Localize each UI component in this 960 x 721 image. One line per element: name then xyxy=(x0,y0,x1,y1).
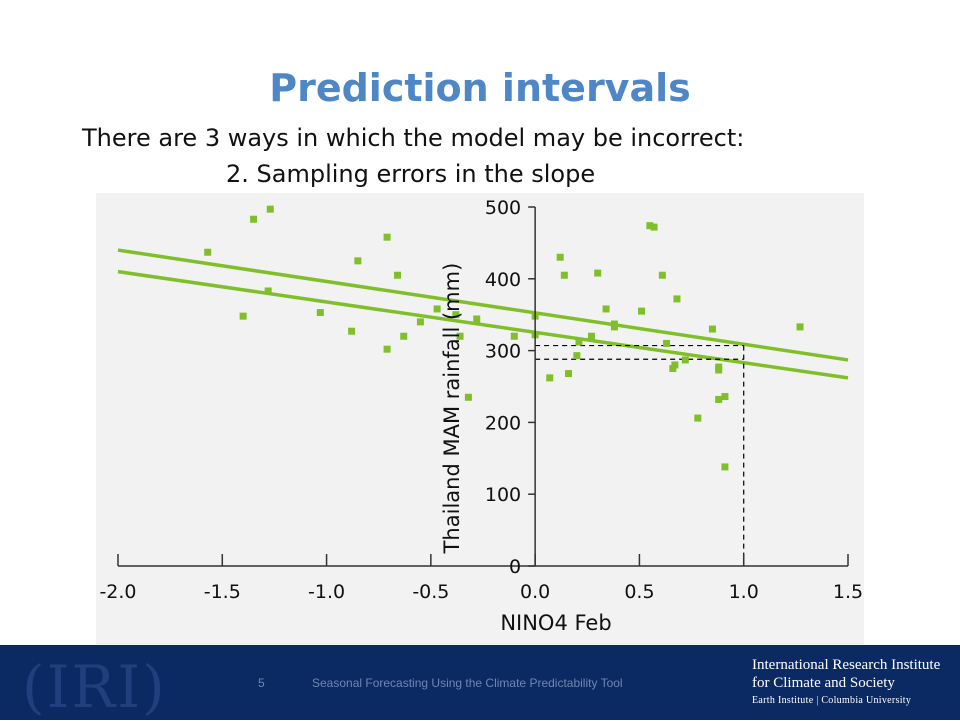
slide-title: Prediction intervals xyxy=(269,66,691,110)
data-point xyxy=(556,253,564,261)
x-axis-label: NINO4 Feb xyxy=(500,611,611,635)
org-name-line-3: Earth Institute | Columbia University xyxy=(752,695,912,706)
data-point xyxy=(560,271,568,279)
data-point xyxy=(354,257,362,265)
data-point xyxy=(383,233,391,241)
data-point xyxy=(510,332,518,340)
data-point xyxy=(669,365,677,373)
data-point xyxy=(602,305,610,313)
data-point xyxy=(464,393,472,401)
data-point xyxy=(671,361,679,369)
x-tick-label: -1.5 xyxy=(204,581,241,603)
data-point xyxy=(565,370,573,378)
data-point xyxy=(383,345,391,353)
organization-name: International Research Institute for Cli… xyxy=(752,656,940,710)
y-tick-label: 500 xyxy=(485,197,521,219)
data-point xyxy=(452,311,460,319)
data-point xyxy=(316,309,324,317)
org-name-line-1: International Research Institute xyxy=(752,657,941,673)
regression-line-2 xyxy=(117,269,849,380)
iri-logo: (IRI) xyxy=(22,653,167,721)
data-point xyxy=(573,352,581,360)
y-tick-label: 200 xyxy=(485,412,521,434)
data-point xyxy=(681,356,689,364)
data-point xyxy=(650,223,658,231)
body-text-line-1: There are 3 ways in which the model may … xyxy=(82,124,745,152)
data-point xyxy=(433,305,441,313)
footer-caption: Seasonal Forecasting Using the Climate P… xyxy=(312,676,623,690)
scatter-chart: -2.0 -1.5 -1.0 -0.5 0.0 0.5 1.0 1.5 0 100 200 300 40… xyxy=(99,197,863,635)
y-axis-label: Thailand MAM rainfall (mm) xyxy=(440,263,464,555)
data-point xyxy=(416,318,424,326)
data-point xyxy=(638,307,646,315)
data-point xyxy=(721,463,729,471)
body-text-line-2: 2. Sampling errors in the slope xyxy=(226,160,596,188)
x-tick-label: -2.0 xyxy=(99,581,136,603)
chart-panel: -2.0 -1.5 -1.0 -0.5 0.0 0.5 1.0 1.5 0 100 200 300 40… xyxy=(96,193,864,645)
data-point xyxy=(456,332,464,340)
data-point xyxy=(708,325,716,333)
data-point xyxy=(663,339,671,347)
data-point xyxy=(658,271,666,279)
data-point xyxy=(715,366,723,374)
data-point xyxy=(587,332,595,340)
data-point xyxy=(594,269,602,277)
data-point xyxy=(266,205,274,213)
y-tick-label: 100 xyxy=(485,484,521,506)
data-point xyxy=(694,414,702,422)
footer-bar: (IRI) 5 Seasonal Forecasting Using the C… xyxy=(0,645,960,721)
y-tick-label: 300 xyxy=(485,341,521,363)
data-point xyxy=(250,215,258,223)
data-point xyxy=(673,295,681,303)
y-tick-label: 0 xyxy=(509,556,521,578)
x-tick-label: 0.0 xyxy=(520,581,550,603)
x-tick-label: -0.5 xyxy=(412,581,449,603)
org-name-line-2: for Climate and Society xyxy=(752,675,895,691)
x-tick-label: -1.0 xyxy=(308,581,345,603)
data-point xyxy=(264,287,272,295)
data-point xyxy=(646,222,654,230)
data-point xyxy=(239,312,247,320)
data-point xyxy=(348,327,356,335)
data-point xyxy=(715,395,723,403)
data-point xyxy=(393,271,401,279)
data-point xyxy=(721,393,729,401)
y-tick-label: 400 xyxy=(485,269,521,291)
data-point xyxy=(575,338,583,346)
data-point xyxy=(546,374,554,382)
x-tick-label: 0.5 xyxy=(624,581,654,603)
data-point xyxy=(204,248,212,256)
regression-line-1 xyxy=(117,248,849,362)
page-number: 5 xyxy=(258,676,265,690)
data-point xyxy=(796,323,804,331)
x-tick-label: 1.0 xyxy=(729,581,759,603)
x-tick-label: 1.5 xyxy=(833,581,863,603)
data-point xyxy=(473,315,481,323)
data-point xyxy=(400,332,408,340)
data-point xyxy=(610,323,618,331)
